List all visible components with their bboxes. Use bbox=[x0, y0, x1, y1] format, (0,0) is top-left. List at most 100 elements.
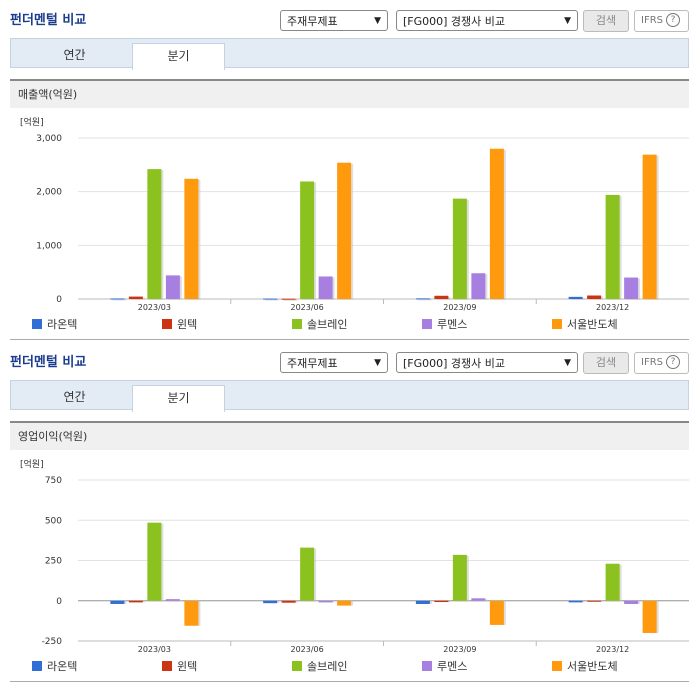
legend-swatch bbox=[552, 319, 562, 329]
peer-group-select-value: [FG000] 경쟁사 비교 bbox=[403, 357, 506, 370]
bar bbox=[337, 600, 352, 606]
legend-swatch bbox=[552, 661, 562, 671]
legend-label: 루멘스 bbox=[437, 318, 468, 331]
y-tick-label: 2,000 bbox=[36, 188, 62, 198]
legend-label: 솔브레인 bbox=[307, 318, 348, 331]
bar bbox=[128, 296, 143, 299]
chart-legend: 라온텍 윈텍 솔브레인 루멘스 서울반도체 bbox=[10, 316, 689, 332]
bar-shadow bbox=[265, 299, 280, 301]
x-tick-label: 2023/06 bbox=[291, 303, 324, 312]
panel-header: 펀더멘털 비교 주재무제표 ▼ [FG000] 경쟁사 비교 ▼ 검색 IFRS… bbox=[10, 0, 690, 34]
y-tick-label: 250 bbox=[45, 557, 62, 567]
statement-select-value: 주재무제표 bbox=[287, 357, 338, 370]
bar bbox=[165, 599, 180, 601]
period-tabs: 연간 분기 bbox=[10, 380, 689, 412]
bar bbox=[263, 600, 278, 604]
bar-shadow bbox=[167, 600, 182, 602]
tab-annual[interactable]: 연간 bbox=[63, 48, 86, 62]
legend-swatch bbox=[292, 319, 302, 329]
bar bbox=[184, 600, 199, 626]
bar bbox=[337, 162, 352, 299]
bar bbox=[110, 298, 125, 300]
legend-label: 솔브레인 bbox=[307, 660, 348, 673]
bar bbox=[128, 600, 143, 603]
panel-header: 펀더멘털 비교 주재무제표 ▼ [FG000] 경쟁사 비교 ▼ 검색 IFRS… bbox=[10, 342, 690, 376]
x-tick-label: 2023/03 bbox=[138, 645, 171, 654]
operating-profit-chart: [억원] -250 0 250 500 750 2023/03 2023/06 2023/09 2… bbox=[20, 458, 689, 654]
panel-title: 펀더멘털 비교 bbox=[10, 355, 87, 370]
bar-shadow bbox=[283, 299, 298, 301]
bar bbox=[415, 600, 430, 604]
divider bbox=[10, 681, 689, 682]
x-tick-label: 2023/09 bbox=[443, 645, 476, 654]
y-tick-label: 1,000 bbox=[36, 241, 62, 251]
legend-label: 루멘스 bbox=[437, 660, 468, 673]
legend-item[interactable]: 서울반도체 bbox=[552, 658, 618, 674]
legend-swatch bbox=[32, 319, 42, 329]
tab-annual[interactable]: 연간 bbox=[63, 390, 86, 404]
x-tick-label: 2023/03 bbox=[138, 303, 171, 312]
chevron-down-icon: ▼ bbox=[564, 358, 571, 368]
chart-legend: 라온텍 윈텍 솔브레인 루멘스 서울반도체 bbox=[10, 658, 689, 674]
x-tick-label: 2023/12 bbox=[596, 645, 629, 654]
help-icon: ? bbox=[666, 13, 680, 27]
chart-section-title: 영업이익(억원) bbox=[10, 423, 689, 450]
y-tick-label: 3,000 bbox=[36, 134, 62, 144]
bar bbox=[165, 275, 180, 299]
legend-item[interactable]: 솔브레인 bbox=[292, 658, 347, 674]
statement-select[interactable]: 주재무제표 ▼ bbox=[280, 352, 388, 373]
search-button[interactable]: 검색 bbox=[583, 352, 629, 374]
bar bbox=[587, 600, 602, 602]
bar bbox=[587, 295, 602, 299]
bar bbox=[605, 194, 620, 299]
bar bbox=[489, 148, 504, 299]
legend-label: 서울반도체 bbox=[567, 318, 618, 331]
legend-item[interactable]: 라온텍 bbox=[32, 658, 77, 674]
bar bbox=[300, 547, 315, 601]
y-tick-label: 0 bbox=[56, 295, 62, 305]
ifrs-help-button[interactable]: IFRS? bbox=[634, 352, 689, 374]
bar bbox=[605, 563, 620, 601]
peer-group-select[interactable]: [FG000] 경쟁사 비교 ▼ bbox=[396, 352, 578, 373]
ifrs-help-button[interactable]: IFRS? bbox=[634, 10, 689, 32]
bar bbox=[452, 198, 467, 299]
legend-item[interactable]: 윈텍 bbox=[162, 658, 197, 674]
x-tick-label: 2023/09 bbox=[443, 303, 476, 312]
bar bbox=[281, 298, 296, 300]
fundamental-panel-revenue: 펀더멘털 비교 주재무제표 ▼ [FG000] 경쟁사 비교 ▼ 검색 IFRS… bbox=[10, 0, 690, 340]
y-unit-label: [억원] bbox=[20, 116, 44, 128]
legend-label: 라온텍 bbox=[47, 660, 78, 673]
bar bbox=[624, 600, 639, 604]
search-button[interactable]: 검색 bbox=[583, 10, 629, 32]
statement-select-value: 주재무제표 bbox=[287, 15, 338, 28]
legend-swatch bbox=[32, 661, 42, 671]
legend-label: 윈텍 bbox=[177, 318, 198, 331]
legend-item[interactable]: 윈텍 bbox=[162, 316, 197, 332]
statement-select[interactable]: 주재무제표 ▼ bbox=[280, 10, 388, 31]
chart-box: 영업이익(억원) [억원] -250 0 250 500 750 2023/03 2023/0… bbox=[10, 421, 689, 684]
bar bbox=[318, 276, 333, 299]
legend-item[interactable]: 루멘스 bbox=[422, 658, 467, 674]
chevron-down-icon: ▼ bbox=[564, 16, 571, 26]
legend-swatch bbox=[162, 661, 172, 671]
legend-label: 윈텍 bbox=[177, 660, 198, 673]
bar bbox=[642, 154, 657, 299]
bar bbox=[642, 600, 657, 633]
bar bbox=[434, 295, 449, 299]
tab-quarterly[interactable]: 분기 bbox=[132, 385, 225, 412]
bar-shadow bbox=[112, 299, 127, 301]
legend-item[interactable]: 루멘스 bbox=[422, 316, 467, 332]
chart-section-title: 매출액(억원) bbox=[10, 81, 689, 108]
bar bbox=[415, 298, 430, 300]
bar bbox=[318, 600, 333, 603]
legend-item[interactable]: 솔브레인 bbox=[292, 316, 347, 332]
y-tick-label: 750 bbox=[45, 476, 62, 486]
legend-swatch bbox=[292, 661, 302, 671]
peer-group-select[interactable]: [FG000] 경쟁사 비교 ▼ bbox=[396, 10, 578, 31]
legend-item[interactable]: 서울반도체 bbox=[552, 316, 618, 332]
legend-item[interactable]: 라온텍 bbox=[32, 316, 77, 332]
bar bbox=[471, 273, 486, 299]
legend-swatch bbox=[422, 661, 432, 671]
chevron-down-icon: ▼ bbox=[374, 16, 381, 26]
tab-quarterly[interactable]: 분기 bbox=[132, 43, 225, 70]
